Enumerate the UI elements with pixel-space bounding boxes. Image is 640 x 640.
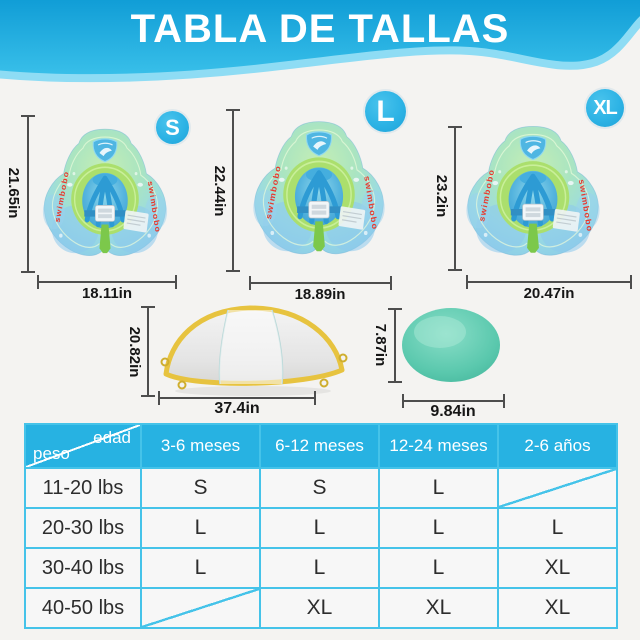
canopy-width-label: 37.4in — [214, 400, 260, 417]
canopy-height-dimension-line — [141, 306, 155, 397]
canopy-width-dimension-line — [158, 391, 316, 405]
float-xl-height-label: 23.2in — [433, 174, 450, 218]
float-xl-height-dimension-line — [448, 126, 462, 271]
size-table: edad peso 3-6 meses 6-12 meses 12-24 mes… — [24, 423, 618, 629]
size-cell: S — [142, 469, 259, 507]
float-l-width-dimension-line — [249, 276, 392, 290]
weight-row-label: 11-20 lbs — [26, 469, 140, 507]
float-l-image: swimbobo swimbobo — [246, 110, 392, 272]
table-corner-cell: edad peso — [26, 425, 140, 467]
float-xl-width-label: 20.47in — [523, 285, 575, 302]
float-s-height-dimension-line — [21, 115, 35, 273]
age-column-header: 3-6 meses — [142, 425, 259, 467]
weight-row-label: 30-40 lbs — [26, 549, 140, 587]
float-s-width-label: 18.11in — [81, 285, 133, 302]
canopy-image — [160, 305, 348, 396]
pillow-width-label: 9.84in — [430, 403, 476, 420]
header-background — [0, 0, 640, 75]
header-wave-banner — [0, 0, 640, 83]
size-badge-l: L — [365, 91, 406, 132]
size-badge-s: S — [156, 111, 189, 144]
size-cell: XL — [261, 589, 378, 627]
pillow-image — [402, 308, 500, 382]
float-s-image: swimbobo swimbobo — [36, 118, 174, 273]
size-cell: L — [261, 549, 378, 587]
float-xl-image: swimbobo swimbobo — [459, 115, 607, 273]
weight-row-label: 40-50 lbs — [26, 589, 140, 627]
float-l-height-label: 22.44in — [211, 165, 228, 217]
size-cell: XL — [499, 549, 616, 587]
size-cell: XL — [499, 589, 616, 627]
corner-age-label: edad — [93, 428, 131, 447]
weight-row-label: 20-30 lbs — [26, 509, 140, 547]
float-s-height-label: 21.65in — [5, 167, 22, 219]
pillow-width-dimension-line — [402, 394, 505, 408]
pillow-height-dimension-line — [388, 308, 402, 383]
float-xl-width-dimension-line — [466, 275, 632, 289]
page-title: TABLA DE TALLAS — [130, 7, 510, 51]
size-cell: L — [142, 549, 259, 587]
size-cell: XL — [380, 589, 497, 627]
size-cell-not-applicable — [142, 589, 259, 627]
size-cell: L — [142, 509, 259, 547]
age-column-header: 2-6 años — [499, 425, 616, 467]
size-cell: L — [499, 509, 616, 547]
corner-weight-label: peso — [33, 444, 70, 463]
float-l-height-dimension-line — [226, 109, 240, 272]
age-column-header: 6-12 meses — [261, 425, 378, 467]
size-cell-not-applicable — [499, 469, 616, 507]
canopy-height-label: 20.82in — [126, 326, 143, 378]
size-cell: S — [261, 469, 378, 507]
size-cell: L — [261, 509, 378, 547]
size-cell: L — [380, 549, 497, 587]
pillow-height-label: 7.87in — [372, 323, 389, 367]
size-cell: L — [380, 509, 497, 547]
float-l-width-label: 18.89in — [294, 286, 346, 303]
size-cell: L — [380, 469, 497, 507]
size-badge-xl: XL — [586, 89, 624, 127]
float-s-width-dimension-line — [37, 275, 177, 289]
age-column-header: 12-24 meses — [380, 425, 497, 467]
